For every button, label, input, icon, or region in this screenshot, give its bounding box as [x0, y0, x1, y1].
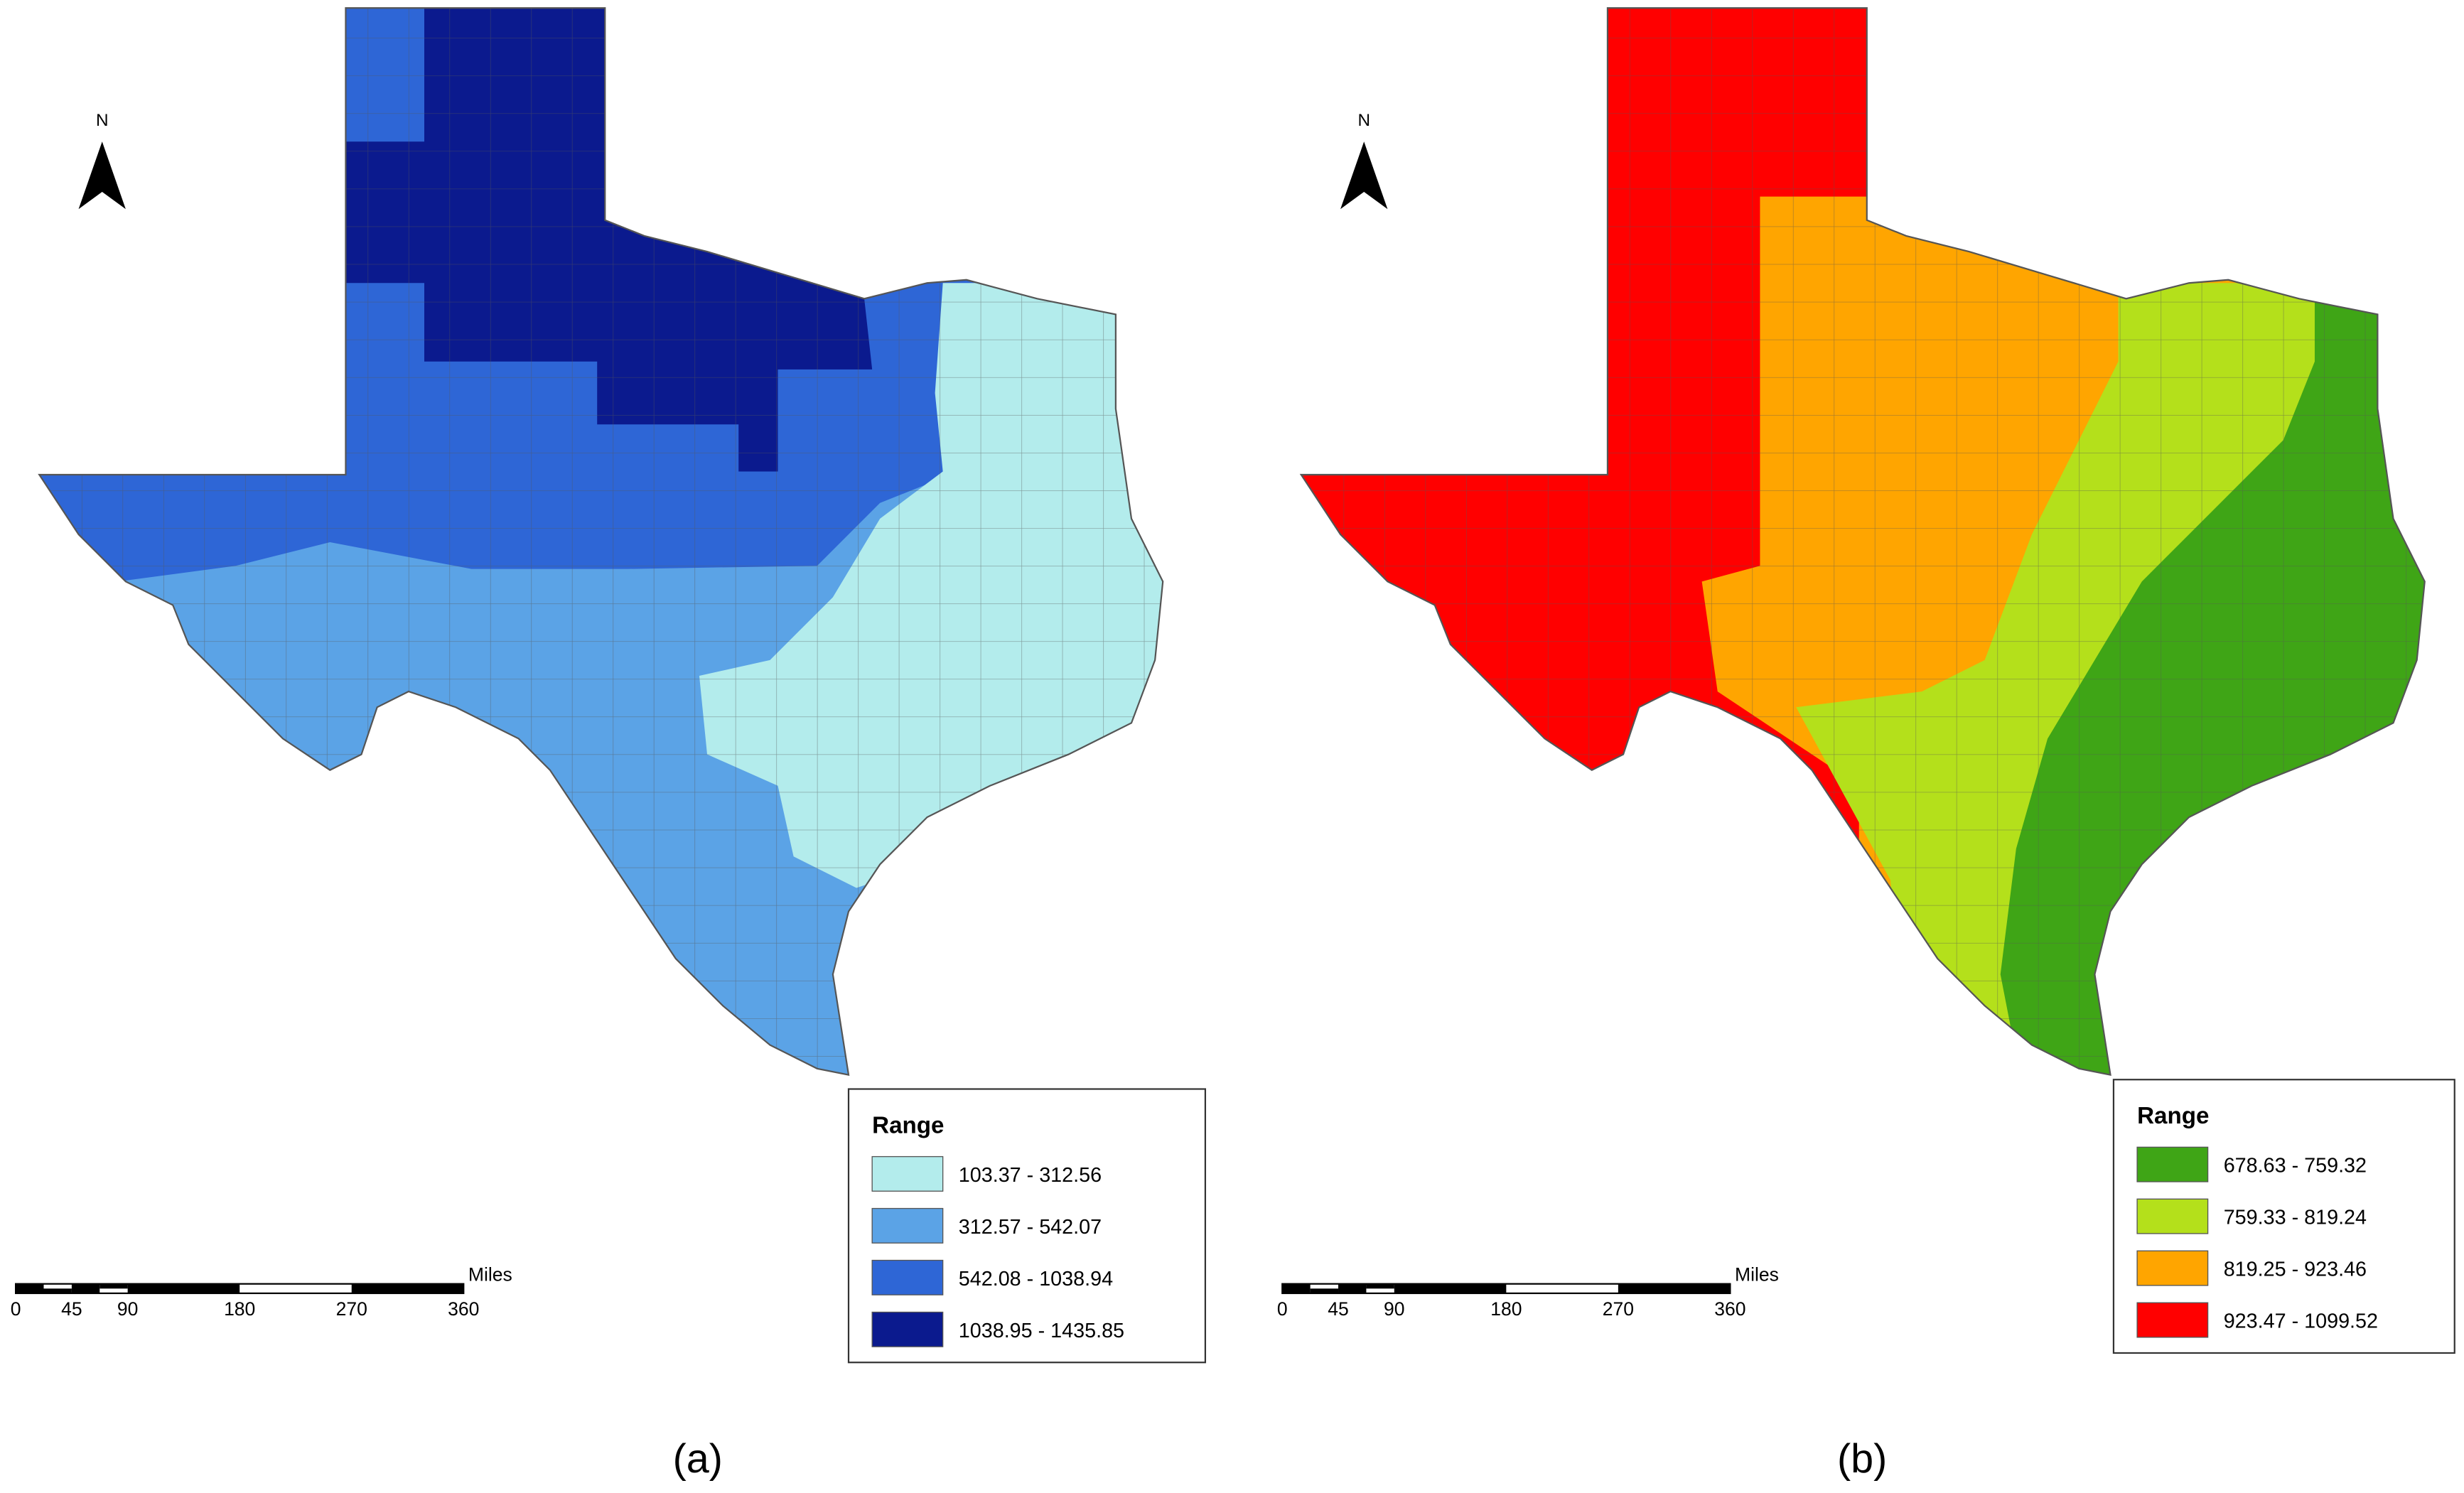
north-label: N — [96, 111, 109, 130]
legend-label: 819.25 - 923.46 — [2224, 1258, 2367, 1281]
legend-swatch — [871, 1155, 944, 1192]
scale-tick-label: 360 — [1714, 1298, 1745, 1320]
state-outline — [1299, 7, 2426, 1077]
legend-label: 759.33 - 819.24 — [2224, 1207, 2367, 1229]
scale-segment — [1618, 1283, 1731, 1293]
scale-unit: Miles — [468, 1263, 512, 1285]
legend-label: 1038.95 - 1435.85 — [959, 1320, 1124, 1342]
scale-segment — [43, 1288, 72, 1293]
scale-segment — [1366, 1283, 1394, 1289]
map-panel: N Miles 0 45 90 180 270 360 Range 678.63 - 759.32… — [1277, 7, 2455, 1354]
scale-tick-label: 0 — [11, 1298, 21, 1320]
legend-swatch — [871, 1259, 944, 1295]
scale-tick-label: 0 — [1277, 1298, 1288, 1320]
legend-title: Range — [872, 1112, 944, 1138]
scale-segment — [1394, 1283, 1507, 1293]
legend-swatch — [2136, 1302, 2209, 1338]
legend-title: Range — [2137, 1103, 2209, 1129]
scale-tick-label: 45 — [1328, 1298, 1349, 1320]
county-lines — [39, 8, 1163, 1075]
legend-swatch — [871, 1207, 944, 1244]
scale-segment — [16, 1283, 44, 1293]
county-lines — [1301, 8, 2425, 1075]
legend-swatch — [871, 1311, 944, 1347]
scale-segment — [1310, 1288, 1339, 1293]
scale-tick-label: 270 — [336, 1298, 367, 1320]
panel-caption: (a) — [673, 1436, 723, 1482]
legend-label: 542.08 - 1038.94 — [959, 1268, 1113, 1290]
state-outline — [38, 7, 1164, 1077]
scale-tick-label: 90 — [117, 1298, 139, 1320]
legend-label: 312.57 - 542.07 — [959, 1216, 1102, 1239]
scale-segment — [127, 1283, 240, 1293]
scale-segment — [1338, 1283, 1367, 1293]
scale-segment — [351, 1283, 464, 1293]
scale-segment — [71, 1283, 100, 1293]
north-arrow — [78, 141, 126, 210]
scale-tick-label: 360 — [448, 1298, 479, 1320]
scale-segment — [99, 1283, 128, 1289]
scale-tick-label: 270 — [1603, 1298, 1634, 1320]
north-arrow — [1340, 141, 1388, 210]
legend-label: 923.47 - 1099.52 — [2224, 1310, 2378, 1333]
map-panel: N Miles 0 45 90 180 270 360 Range 103.37 - 312.56… — [11, 7, 1207, 1364]
legend-label: 678.63 - 759.32 — [2224, 1155, 2367, 1177]
scale-tick-label: 45 — [61, 1298, 82, 1320]
legend-swatch — [2136, 1250, 2209, 1286]
scale-segment — [1282, 1283, 1311, 1293]
scale-tick-label: 180 — [1490, 1298, 1522, 1320]
state-map — [1301, 8, 2425, 1075]
north-label: N — [1357, 111, 1370, 130]
legend-swatch — [2136, 1146, 2209, 1182]
scale-tick-label: 90 — [1384, 1298, 1405, 1320]
panel-caption: (b) — [1837, 1436, 1887, 1482]
scale-unit: Miles — [1735, 1263, 1779, 1285]
scale-tick-label: 180 — [224, 1298, 255, 1320]
legend-swatch — [2136, 1198, 2209, 1234]
state-map — [39, 8, 1163, 1075]
legend-label: 103.37 - 312.56 — [959, 1164, 1102, 1187]
